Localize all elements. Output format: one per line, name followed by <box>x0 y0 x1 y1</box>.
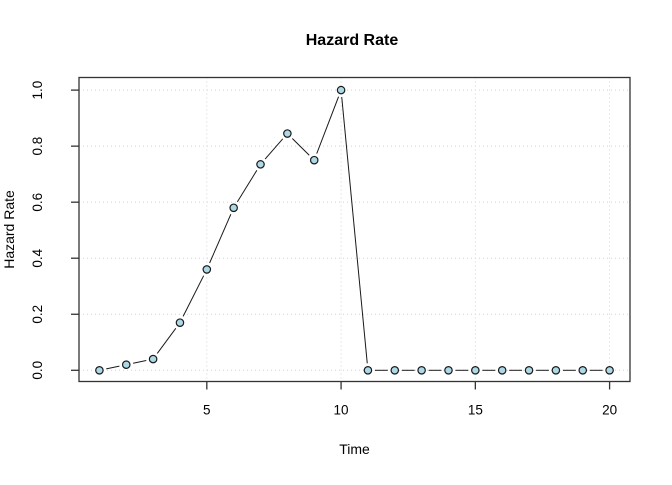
x-tick-label: 20 <box>602 403 617 418</box>
data-point-marker <box>283 129 292 138</box>
series-line-segment <box>316 96 340 154</box>
series-line-segment <box>133 360 147 364</box>
y-tick-label: 1.0 <box>30 81 45 100</box>
data-point-marker <box>95 365 104 375</box>
y-axis-label: Hazard Rate <box>1 190 17 269</box>
data-point-marker <box>309 155 319 165</box>
data-point-marker <box>202 265 212 274</box>
data-point-marker <box>444 365 453 375</box>
y-tick-label: 0.4 <box>30 248 45 267</box>
y-tick-labels: 0.0 0.2 0.4 0.6 0.8 1.0 <box>30 81 45 380</box>
data-point-marker <box>471 365 480 375</box>
x-tick-label: 5 <box>203 403 211 418</box>
data-point-marker <box>390 365 400 375</box>
data-point-marker <box>336 85 346 95</box>
x-tick-label: 15 <box>468 403 483 418</box>
data-point-marker <box>578 365 588 375</box>
x-tick-labels: 5 10 15 20 <box>203 403 617 418</box>
chart-title: Hazard Rate <box>306 32 399 49</box>
x-tick-label: 10 <box>334 403 349 418</box>
data-point-marker <box>229 203 238 213</box>
data-point-marker <box>363 365 373 375</box>
axis-ticks <box>71 89 611 390</box>
data-point-marker <box>148 354 158 364</box>
y-tick-label: 0.8 <box>30 137 45 156</box>
series-line-segment <box>182 275 205 317</box>
data-point-marker <box>175 318 185 327</box>
data-series-hazard <box>95 85 614 375</box>
series-line-segment <box>156 327 177 354</box>
y-tick-label: 0.0 <box>30 361 45 380</box>
series-line-segment <box>106 365 120 370</box>
data-point-marker <box>605 365 614 375</box>
x-axis-label: Time <box>339 441 370 457</box>
data-point-marker <box>524 365 534 375</box>
series-line-segment <box>291 138 310 156</box>
grid-lines <box>79 77 630 382</box>
data-point-marker <box>121 360 131 369</box>
data-point-marker <box>497 365 507 375</box>
y-tick-label: 0.6 <box>30 193 45 212</box>
data-point-marker <box>551 365 561 375</box>
data-point-marker <box>417 365 426 375</box>
series-line-segment <box>264 138 284 160</box>
y-tick-label: 0.2 <box>30 305 45 324</box>
data-point-marker <box>256 160 265 169</box>
series-line-segment <box>236 170 258 203</box>
plot-border-box <box>78 76 631 383</box>
series-line-segment <box>209 214 232 264</box>
series-line-segment <box>341 97 368 364</box>
